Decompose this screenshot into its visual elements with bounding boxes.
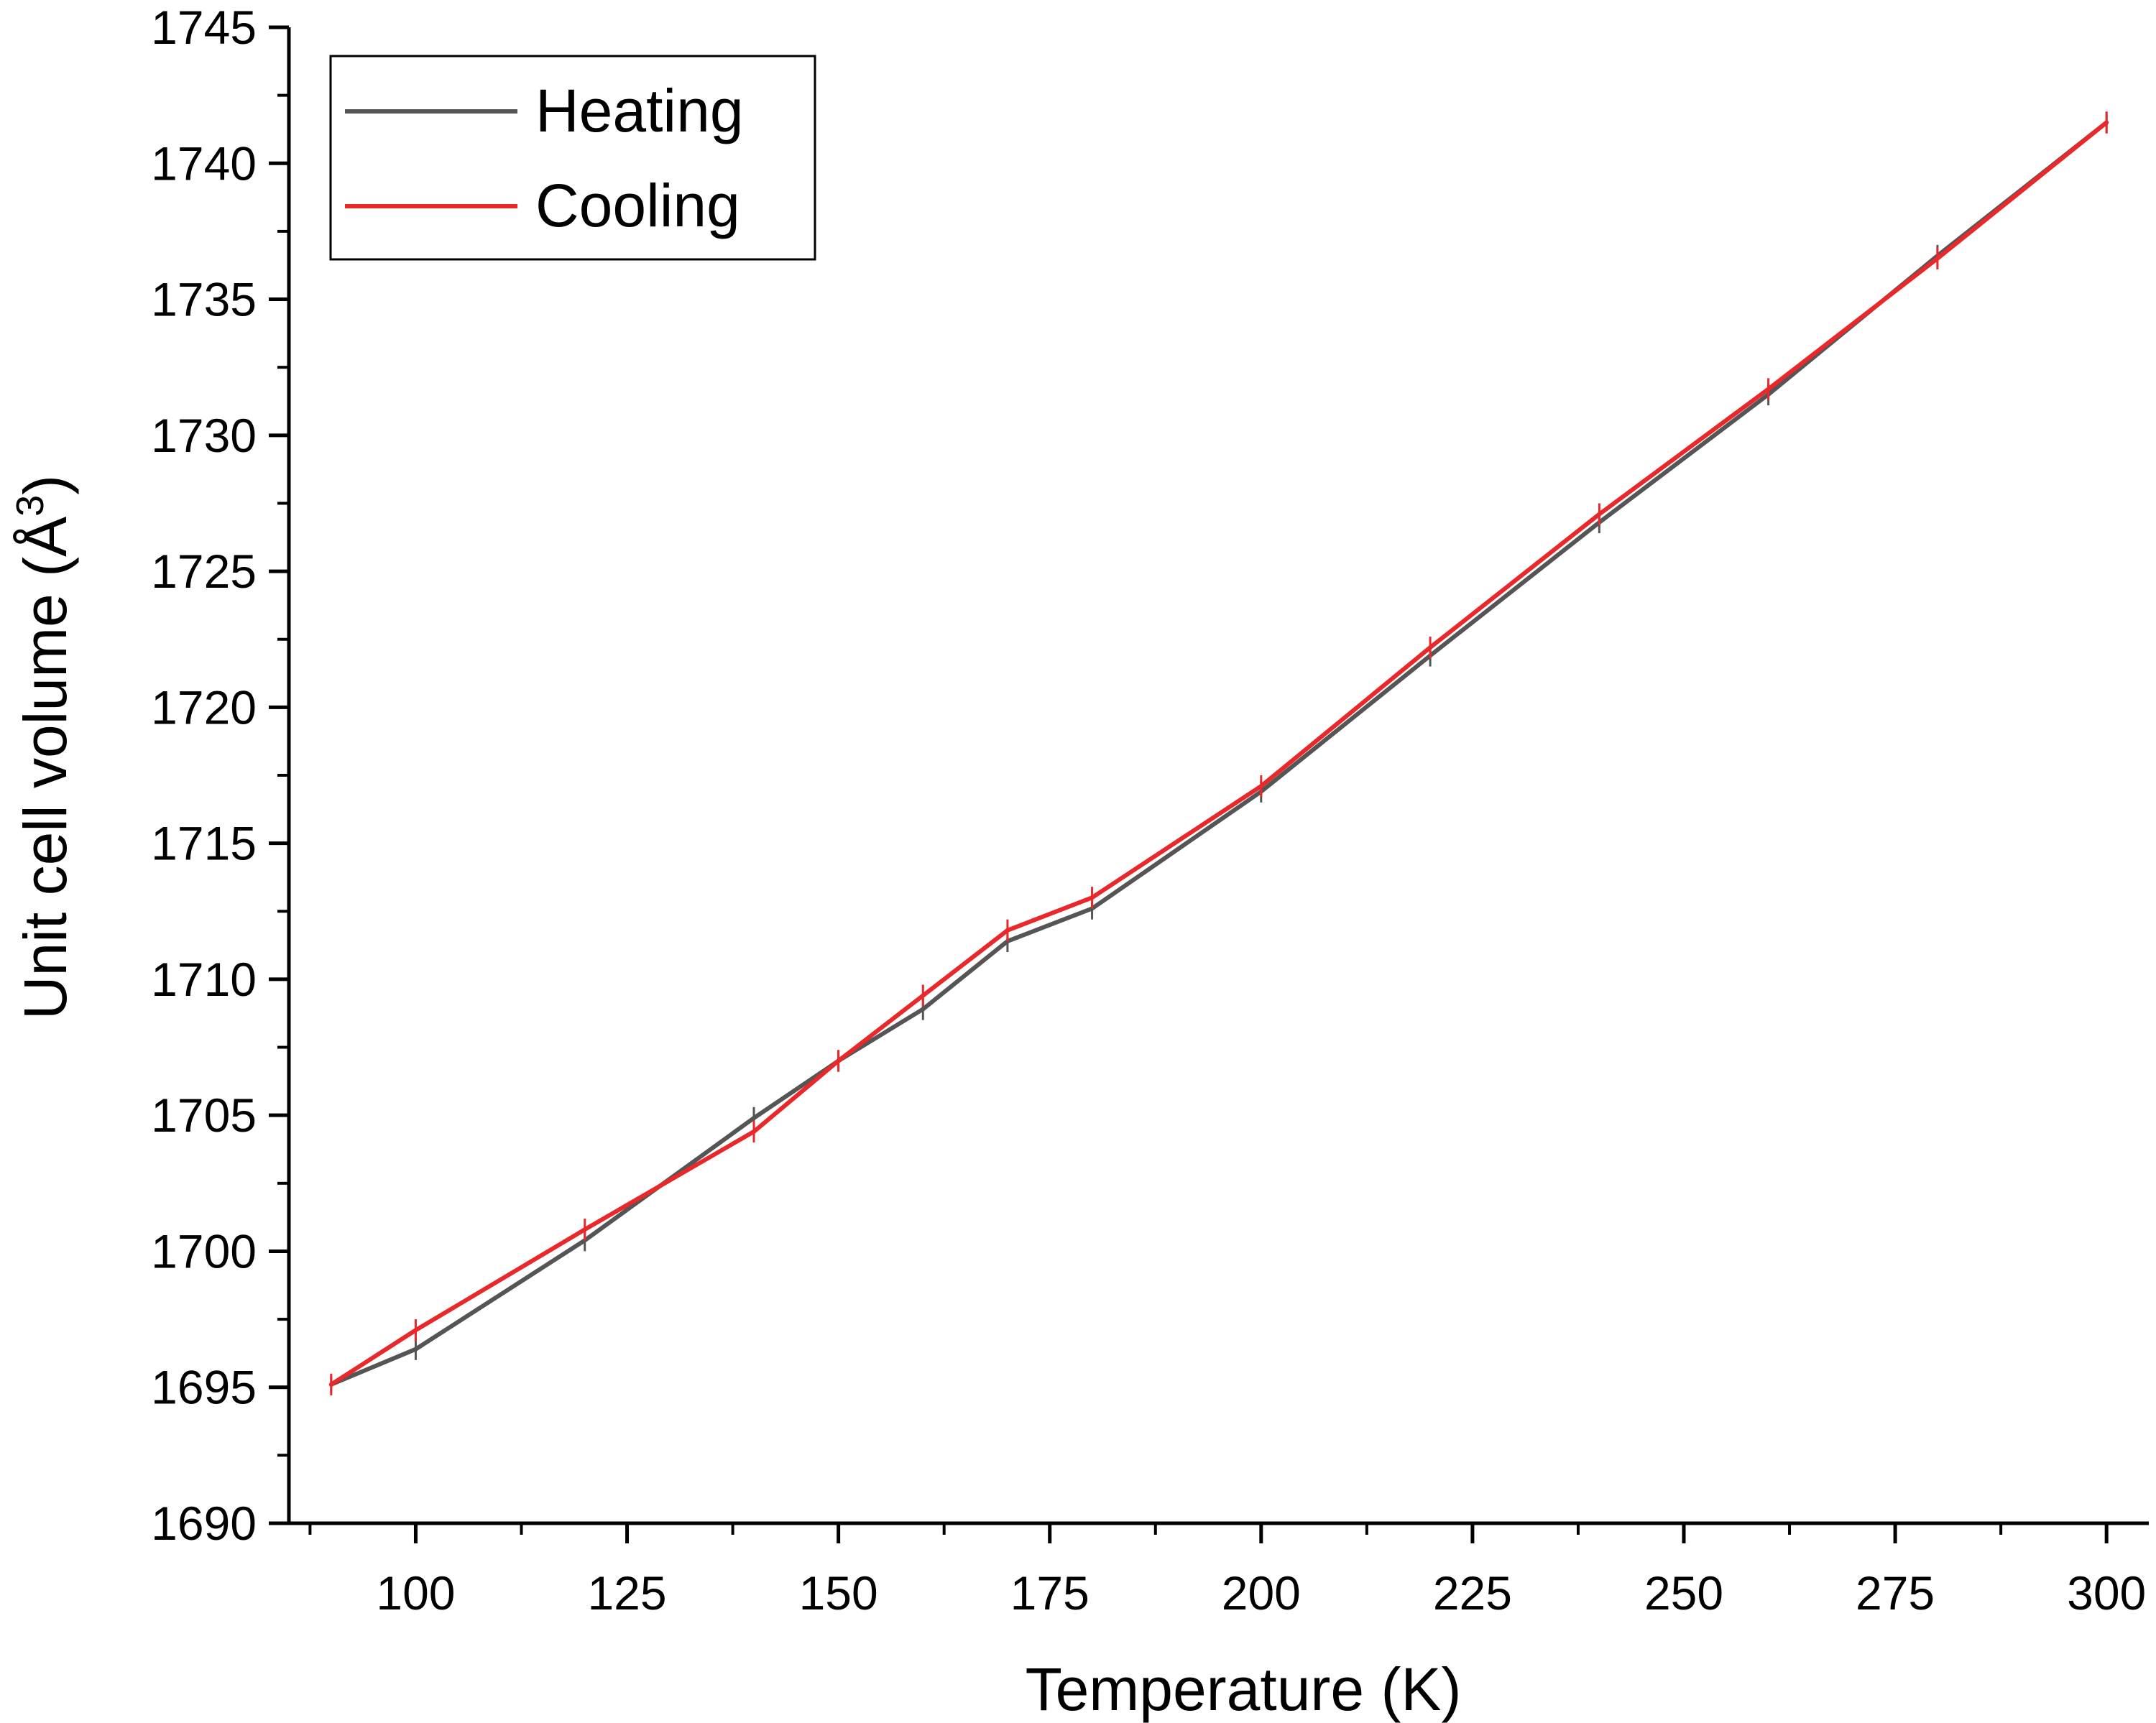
legend-frame bbox=[329, 55, 816, 261]
y-tick-label: 1705 bbox=[151, 1089, 257, 1142]
legend-label-heating: Heating bbox=[535, 77, 744, 144]
data-point bbox=[921, 993, 926, 998]
x-tick-label: 200 bbox=[1222, 1566, 1301, 1620]
y-tick-label: 1695 bbox=[151, 1361, 257, 1414]
series-heating bbox=[328, 111, 2109, 1393]
x-tick-label: 100 bbox=[376, 1566, 455, 1620]
data-point bbox=[1766, 387, 1771, 392]
data-point bbox=[1428, 645, 1433, 650]
data-point bbox=[582, 1227, 587, 1232]
data-point bbox=[413, 1328, 418, 1333]
data-point bbox=[1089, 895, 1095, 900]
series-cooling bbox=[328, 111, 2109, 1396]
series-line-cooling bbox=[330, 121, 2109, 1387]
axes: 1690 1695 1700 1705 1710 1715 1720 1725 1730 1735… bbox=[151, 1, 2149, 1620]
data-point bbox=[328, 1382, 333, 1387]
data-point bbox=[1258, 784, 1263, 789]
series-line-heating bbox=[330, 121, 2109, 1387]
data-point bbox=[1935, 256, 1940, 261]
y-axis-title-superscript: 3 bbox=[9, 495, 52, 517]
legend: Heating Cooling bbox=[329, 55, 816, 261]
y-axis-title-close: ) bbox=[11, 475, 79, 495]
y-tick-label: 1720 bbox=[151, 680, 257, 734]
y-tick-label: 1735 bbox=[151, 273, 257, 326]
y-tick-label: 1700 bbox=[151, 1224, 257, 1278]
data-point bbox=[752, 1129, 756, 1134]
x-tick-label: 175 bbox=[1010, 1566, 1089, 1620]
legend-label-cooling: Cooling bbox=[535, 172, 740, 239]
data-point bbox=[1597, 512, 1602, 517]
x-tick-label: 275 bbox=[1856, 1566, 1935, 1620]
y-tick-label: 1730 bbox=[151, 409, 257, 462]
data-point bbox=[1005, 928, 1010, 933]
data-point bbox=[836, 1058, 841, 1063]
x-tick-label: 300 bbox=[2067, 1566, 2146, 1620]
y-tick-label: 1745 bbox=[151, 1, 257, 54]
data-point bbox=[921, 1007, 926, 1012]
x-tick-label: 225 bbox=[1433, 1566, 1512, 1620]
y-tick-label: 1715 bbox=[151, 817, 257, 870]
x-tick-label: 250 bbox=[1644, 1566, 1723, 1620]
y-tick-label: 1690 bbox=[151, 1497, 257, 1550]
x-axis-title: Temperature (K) bbox=[1026, 1655, 1462, 1723]
y-tick-label: 1740 bbox=[151, 137, 257, 190]
y-tick-label: 1710 bbox=[151, 953, 257, 1006]
x-tick-label: 125 bbox=[587, 1566, 666, 1620]
data-point bbox=[752, 1115, 756, 1120]
y-axis-title-main: Unit cell volume (Å bbox=[11, 517, 79, 1020]
plot-area bbox=[328, 111, 2109, 1396]
data-point bbox=[413, 1346, 418, 1352]
x-tick-label: 150 bbox=[799, 1566, 878, 1620]
data-point bbox=[2104, 120, 2109, 125]
y-axis-title: Unit cell volume (Å3) bbox=[9, 475, 79, 1020]
y-tick-label: 1725 bbox=[151, 545, 257, 598]
